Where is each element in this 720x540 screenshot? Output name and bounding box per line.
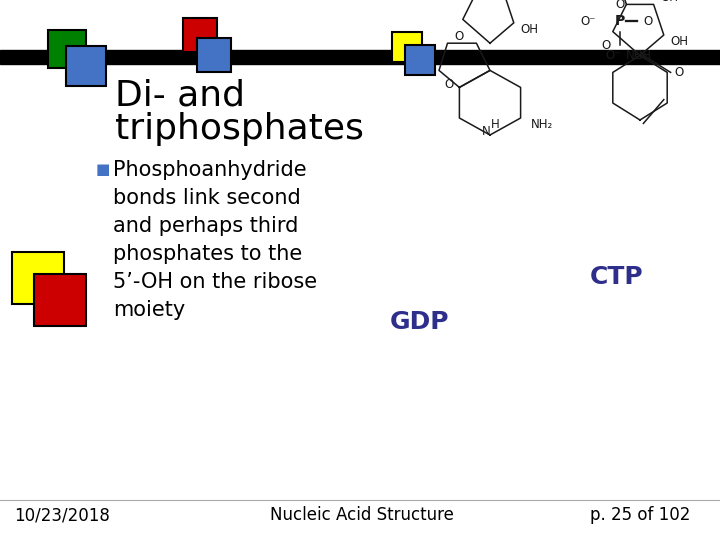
Text: O: O	[615, 0, 624, 11]
Text: OH: OH	[633, 49, 651, 62]
Bar	[405, 45, 435, 75]
Text: O: O	[444, 78, 454, 91]
Bar	[183, 18, 217, 52]
Bar	[48, 30, 86, 68]
Text: OH: OH	[660, 0, 678, 4]
Bar	[392, 32, 422, 62]
Text: Nucleic Acid Structure: Nucleic Acid Structure	[270, 506, 454, 524]
Text: triphosphates: triphosphates	[115, 112, 364, 146]
Text: O: O	[674, 66, 683, 79]
Text: ■: ■	[96, 162, 110, 177]
Text: H: H	[491, 118, 500, 131]
Text: GDP: GDP	[390, 310, 449, 334]
Text: OH: OH	[521, 23, 539, 36]
Text: OH: OH	[483, 0, 501, 2]
Bar	[197, 38, 231, 72]
Text: Phosphoanhydride
bonds link second
and perhaps third
phosphates to the
5’-OH on : Phosphoanhydride bonds link second and p…	[113, 160, 317, 320]
Text: O⁻: O⁻	[605, 49, 621, 62]
Text: 10/23/2018: 10/23/2018	[14, 506, 110, 524]
Text: O⁻: O⁻	[455, 0, 471, 2]
Text: N: N	[482, 125, 491, 138]
Text: NH₂: NH₂	[531, 118, 553, 131]
Text: O⁻: O⁻	[580, 15, 596, 28]
Bar	[66, 46, 106, 86]
Text: O: O	[644, 15, 652, 28]
Bar	[0, 50, 720, 64]
Text: p. 25 of 102: p. 25 of 102	[590, 506, 690, 524]
Bar	[34, 274, 86, 326]
Bar	[12, 252, 64, 304]
Text: O: O	[455, 30, 464, 43]
Text: Di- and: Di- and	[115, 78, 245, 112]
Text: OH: OH	[670, 35, 688, 48]
Text: P: P	[614, 15, 625, 29]
Text: O: O	[601, 39, 611, 52]
Text: CTP: CTP	[590, 265, 644, 289]
Text: NH₂: NH₂	[626, 49, 648, 62]
